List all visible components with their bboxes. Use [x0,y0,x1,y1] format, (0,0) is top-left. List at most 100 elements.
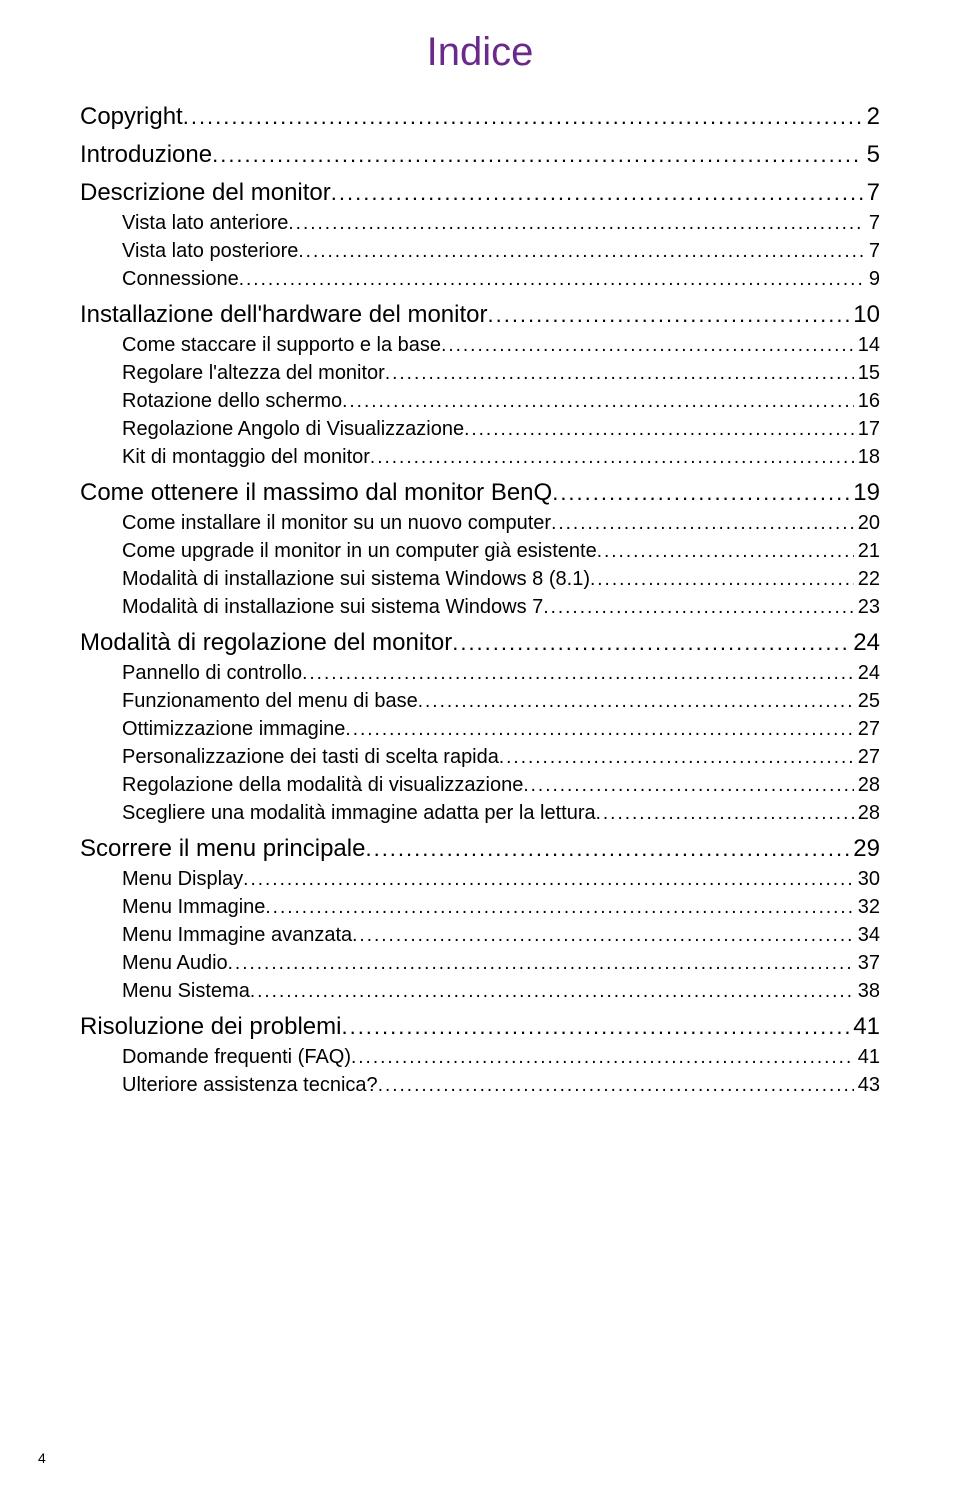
toc-entry-label: Kit di montaggio del monitor [122,446,370,469]
toc-entry-label: Rotazione dello schermo [122,390,342,413]
toc-entry-page: 43 [854,1074,880,1097]
toc-entry-page: 17 [854,418,880,441]
toc-dot-leader [341,1013,849,1041]
toc-entry[interactable]: Regolazione Angolo di Visualizzazione 17 [122,418,880,441]
toc-entry[interactable]: Come installare il monitor su un nuovo c… [122,512,880,535]
toc-entry[interactable]: Ulteriore assistenza tecnica? 43 [122,1074,880,1097]
toc-dot-leader [243,868,854,891]
toc-entry[interactable]: Domande frequenti (FAQ) 41 [122,1046,880,1069]
toc-dot-leader [551,512,854,535]
toc-entry-label: Menu Immagine [122,896,265,919]
toc-entry-page: 30 [854,868,880,891]
toc-entry[interactable]: Come upgrade il monitor in un computer g… [122,540,880,563]
toc-entry-label: Descrizione del monitor [80,179,331,207]
toc-entry[interactable]: Rotazione dello schermo 16 [122,390,880,413]
toc-entry-page: 27 [854,746,880,769]
toc-entry-label: Risoluzione dei problemi [80,1013,341,1041]
toc-entry-page: 28 [854,802,880,825]
toc-dot-leader [590,568,854,591]
toc-dot-leader [288,212,864,235]
toc-entry[interactable]: Scorrere il menu principale 29 [80,835,880,863]
toc-dot-leader [345,718,853,741]
toc-entry[interactable]: Vista lato posteriore 7 [122,240,880,263]
toc-entry[interactable]: Come ottenere il massimo dal monitor Ben… [80,479,880,507]
toc-entry-page: 41 [849,1013,880,1041]
toc-dot-leader [351,1046,854,1069]
toc-entry[interactable]: Copyright 2 [80,103,880,131]
toc-entry-label: Scorrere il menu principale [80,835,365,863]
toc-entry[interactable]: Funzionamento del menu di base 25 [122,690,880,713]
toc-entry-label: Menu Display [122,868,243,891]
toc-entry[interactable]: Come staccare il supporto e la base 14 [122,334,880,357]
toc-entry-page: 14 [854,334,880,357]
toc-entry-label: Ulteriore assistenza tecnica? [122,1074,378,1097]
toc-entry[interactable]: Introduzione 5 [80,141,880,169]
toc-entry[interactable]: Personalizzazione dei tasti di scelta ra… [122,746,880,769]
toc-entry-label: Modalità di regolazione del monitor [80,629,452,657]
toc-entry-page: 38 [854,980,880,1003]
toc-entry-page: 7 [865,240,880,263]
toc-entry[interactable]: Scegliere una modalità immagine adatta p… [122,802,880,825]
toc-dot-leader [302,662,854,685]
toc-dot-leader [523,774,853,797]
toc-dot-leader [352,924,854,947]
toc-entry-label: Installazione dell'hardware del monitor [80,301,487,329]
toc-entry-page: 18 [854,446,880,469]
toc-entry[interactable]: Descrizione del monitor 7 [80,179,880,207]
toc-entry[interactable]: Menu Display 30 [122,868,880,891]
toc-entry[interactable]: Vista lato anteriore 7 [122,212,880,235]
toc-entry-page: 37 [854,952,880,975]
toc-dot-leader [452,629,849,657]
toc-entry-label: Come installare il monitor su un nuovo c… [122,512,551,535]
toc-entry[interactable]: Menu Immagine 32 [122,896,880,919]
toc-dot-leader [552,479,849,507]
toc-entry-label: Domande frequenti (FAQ) [122,1046,351,1069]
toc-entry[interactable]: Pannello di controllo 24 [122,662,880,685]
toc-entry-label: Come ottenere il massimo dal monitor Ben… [80,479,552,507]
toc-entry-label: Menu Immagine avanzata [122,924,352,947]
toc-entry[interactable]: Ottimizzazione immagine 27 [122,718,880,741]
toc-entry[interactable]: Installazione dell'hardware del monitor … [80,301,880,329]
toc-entry[interactable]: Modalità di installazione sui sistema Wi… [122,568,880,591]
toc-entry[interactable]: Risoluzione dei problemi 41 [80,1013,880,1041]
footer-page-number: 4 [38,1450,46,1466]
toc-entry[interactable]: Modalità di installazione sui sistema Wi… [122,596,880,619]
toc-entry-page: 22 [854,568,880,591]
toc-entry[interactable]: Menu Immagine avanzata 34 [122,924,880,947]
toc-entry-page: 25 [854,690,880,713]
toc-entry-page: 20 [854,512,880,535]
toc-entry-page: 34 [854,924,880,947]
toc-dot-leader [385,362,854,385]
toc-entry-page: 24 [849,629,880,657]
toc-entry[interactable]: Menu Audio 37 [122,952,880,975]
toc-entry-label: Come upgrade il monitor in un computer g… [122,540,597,563]
toc-title: Indice [80,30,880,75]
toc-dot-leader [378,1074,854,1097]
toc-entry-page: 7 [863,179,880,207]
toc-entry[interactable]: Modalità di regolazione del monitor 24 [80,629,880,657]
toc-dot-leader [487,301,849,329]
toc-entry-label: Funzionamento del menu di base [122,690,418,713]
toc-dot-leader [342,390,854,413]
toc-entry[interactable]: Menu Sistema 38 [122,980,880,1003]
toc-entry-page: 24 [854,662,880,685]
toc-dot-leader [499,746,854,769]
toc-entry-page: 15 [854,362,880,385]
toc-entry[interactable]: Connessione 9 [122,268,880,291]
toc-dot-leader [441,334,854,357]
toc-entry-label: Personalizzazione dei tasti di scelta ra… [122,746,499,769]
toc-entry-page: 5 [863,141,880,169]
toc-entry-page: 7 [865,212,880,235]
toc-entry-page: 16 [854,390,880,413]
toc-entry-label: Regolazione Angolo di Visualizzazione [122,418,464,441]
toc-dot-leader [596,802,854,825]
toc-dot-leader [543,596,853,619]
toc-entry-page: 28 [854,774,880,797]
toc-dot-leader [250,980,854,1003]
toc-entry-label: Regolazione della modalità di visualizza… [122,774,523,797]
toc-entry-label: Menu Sistema [122,980,250,1003]
toc-entry[interactable]: Kit di montaggio del monitor 18 [122,446,880,469]
toc-entry[interactable]: Regolazione della modalità di visualizza… [122,774,880,797]
toc-entry-page: 23 [854,596,880,619]
toc-entry[interactable]: Regolare l'altezza del monitor 15 [122,362,880,385]
